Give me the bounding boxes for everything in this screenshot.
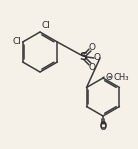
Text: Cl: Cl xyxy=(13,38,22,46)
Text: O: O xyxy=(88,62,95,72)
Text: Cl: Cl xyxy=(41,21,50,30)
Text: O: O xyxy=(99,121,107,129)
Text: S: S xyxy=(79,52,87,62)
Text: O: O xyxy=(94,53,100,62)
Text: CH₃: CH₃ xyxy=(113,73,128,82)
Text: O: O xyxy=(88,42,95,52)
Text: O: O xyxy=(99,122,107,131)
Text: O: O xyxy=(99,122,107,132)
Text: O: O xyxy=(105,73,112,82)
